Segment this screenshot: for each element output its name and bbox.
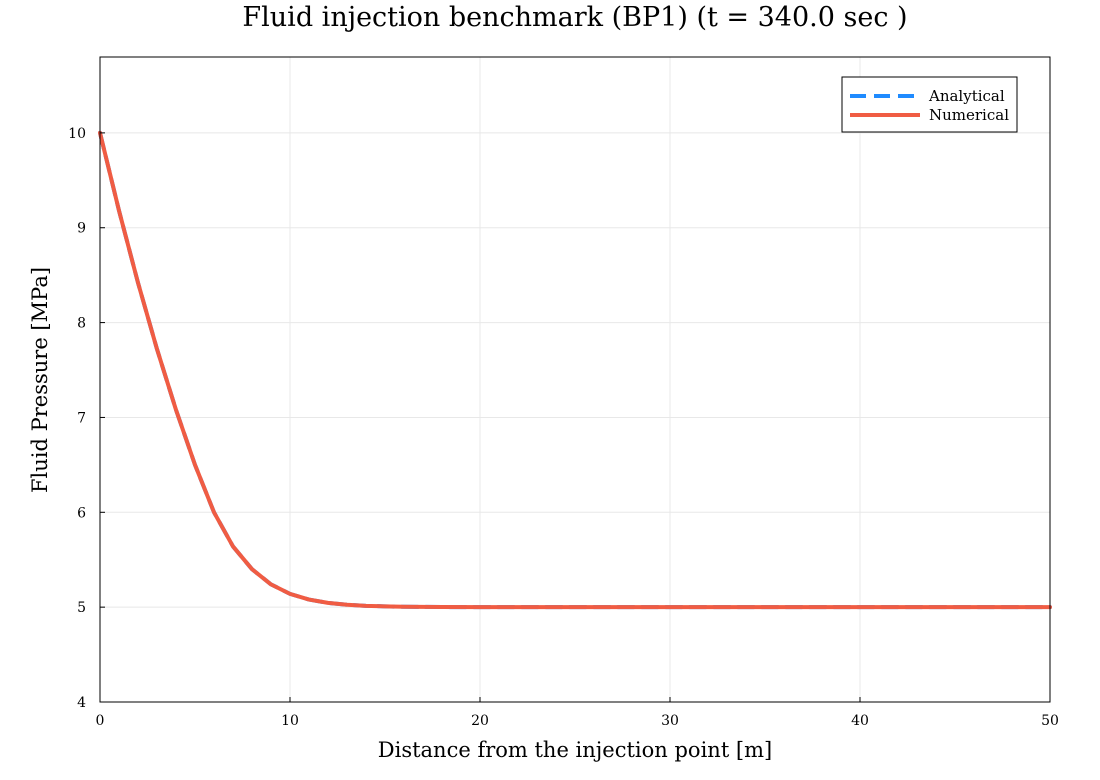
y-tick-label: 8 <box>77 316 86 332</box>
x-tick-label: 50 <box>1041 713 1059 729</box>
y-tick-label: 4 <box>77 695 86 711</box>
x-axis-label: Distance from the injection point [m] <box>378 738 772 762</box>
plot-series <box>98 130 1052 610</box>
series-line-analytical <box>98 130 1052 610</box>
y-tick-label: 5 <box>77 600 86 616</box>
x-tick-label: 40 <box>851 713 869 729</box>
y-tick-label: 10 <box>68 126 86 142</box>
legend-analytical-label: Analytical <box>928 87 1005 105</box>
legend-box <box>841 76 1018 133</box>
y-tick-label: 7 <box>77 410 86 426</box>
legend-numerical-label: Numerical <box>929 106 1009 124</box>
legend: Analytical Numerical <box>841 76 1018 133</box>
y-tick-label: 6 <box>77 505 86 521</box>
axis-ticks: 0 10 20 30 40 50 4 5 6 7 8 9 10 <box>68 126 1059 729</box>
x-tick-label: 30 <box>661 713 679 729</box>
plot-frame <box>99 56 1051 703</box>
y-tick-label: 9 <box>77 221 86 237</box>
y-axis-label: Fluid Pressure [MPa] <box>28 267 52 493</box>
chart-title: Fluid injection benchmark (BP1) (t = 340… <box>242 2 907 33</box>
series-line-numerical <box>98 130 1052 610</box>
x-tick-label: 20 <box>471 713 489 729</box>
x-tick-label: 10 <box>281 713 299 729</box>
x-tick-label: 0 <box>96 713 105 729</box>
